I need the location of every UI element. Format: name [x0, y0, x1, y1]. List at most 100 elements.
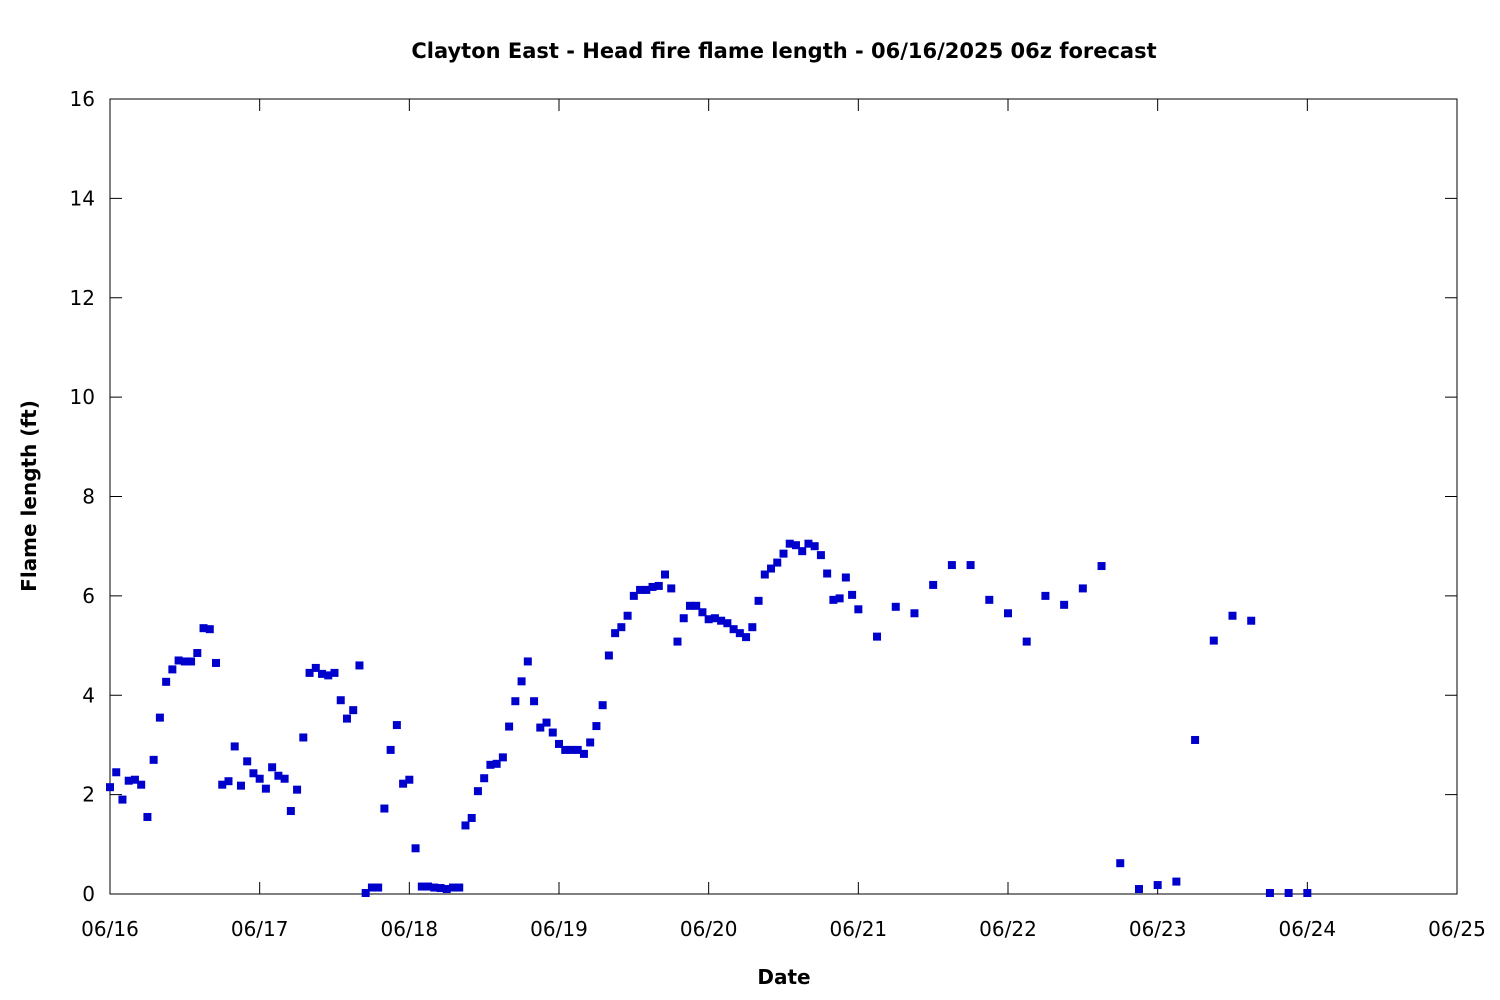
data-point: [168, 665, 177, 674]
data-point: [118, 795, 127, 804]
data-point: [274, 771, 283, 780]
data-point: [187, 657, 196, 666]
data-point: [1116, 859, 1125, 868]
data-point: [505, 722, 514, 731]
data-point: [854, 605, 863, 614]
data-point: [399, 779, 408, 788]
data-point: [573, 745, 582, 754]
data-point: [286, 807, 295, 816]
data-point: [149, 755, 158, 764]
data-point: [723, 619, 732, 628]
data-point: [318, 669, 327, 678]
data-point: [1022, 637, 1031, 646]
data-point: [212, 658, 221, 667]
data-point: [523, 657, 532, 666]
data-point: [754, 596, 763, 605]
data-point: [698, 608, 707, 617]
x-tick-label: 06/17: [231, 917, 289, 941]
data-point: [536, 723, 545, 732]
data-point: [835, 594, 844, 603]
data-point: [823, 569, 832, 578]
data-point: [530, 697, 539, 706]
data-point: [355, 661, 364, 670]
data-point: [555, 739, 563, 748]
data-point: [268, 763, 277, 772]
y-tick-label: 8: [82, 485, 95, 509]
data-point: [717, 616, 726, 625]
data-point: [205, 625, 214, 634]
x-tick-label: 06/23: [1129, 917, 1187, 941]
data-point: [492, 759, 501, 768]
y-tick-label: 10: [70, 385, 95, 409]
data-point: [910, 609, 919, 618]
data-point: [124, 776, 133, 785]
data-point: [361, 889, 370, 898]
data-point: [673, 637, 682, 646]
data-point: [735, 629, 744, 638]
data-point: [224, 777, 233, 786]
data-point: [480, 774, 489, 783]
y-tick-label: 0: [82, 882, 95, 906]
x-axis-title: Date: [757, 965, 810, 989]
data-point: [773, 558, 782, 567]
data-point: [873, 632, 882, 641]
data-point: [261, 784, 270, 793]
data-point: [305, 668, 314, 677]
data-point: [710, 614, 719, 623]
axis-ticks: [109, 98, 1458, 895]
data-point: [629, 591, 638, 600]
data-point: [779, 549, 788, 558]
data-point: [579, 749, 588, 758]
data-point: [623, 611, 632, 620]
data-point: [249, 769, 258, 778]
y-tick-label: 6: [82, 584, 95, 608]
data-point: [143, 812, 152, 821]
data-point: [561, 745, 570, 754]
data-point: [405, 775, 414, 784]
y-tick-label: 16: [70, 87, 95, 111]
data-point: [1097, 562, 1106, 571]
data-point: [106, 783, 114, 792]
data-point: [112, 768, 121, 777]
data-point: [324, 671, 333, 680]
x-tick-label: 06/25: [1428, 917, 1486, 941]
data-point: [199, 624, 208, 633]
data-point: [679, 614, 688, 623]
data-point: [654, 581, 663, 590]
tick-labels: 06/16 06/17 06/18 06/19 06/20 06/21 06/22 06/23…: [70, 87, 1486, 941]
data-point: [411, 844, 420, 853]
data-point: [442, 885, 451, 894]
data-point: [598, 701, 607, 710]
data-point: [1303, 889, 1312, 898]
data-point: [386, 745, 395, 754]
data-point: [467, 813, 476, 822]
data-point: [436, 884, 445, 893]
data-point: [424, 882, 433, 891]
data-point: [829, 595, 838, 604]
data-point: [891, 602, 900, 611]
data-point: [985, 595, 994, 604]
data-point: [349, 706, 358, 715]
data-point: [342, 714, 351, 723]
data-point: [617, 623, 626, 632]
data-point: [255, 774, 264, 783]
data-point: [155, 713, 164, 722]
data-point: [1209, 636, 1218, 645]
data-point: [293, 785, 302, 794]
data-point: [299, 733, 308, 742]
data-point: [448, 883, 457, 892]
data-point: [174, 656, 183, 665]
data-point: [810, 542, 819, 551]
data-point: [592, 722, 601, 731]
data-point: [311, 663, 320, 672]
data-point: [392, 721, 401, 730]
data-point: [685, 601, 694, 610]
y-axis-title: Flame length (ft): [17, 400, 41, 592]
data-point: [473, 787, 482, 796]
data-point: [330, 668, 339, 677]
data-point: [417, 882, 426, 891]
data-point: [767, 564, 776, 573]
data-point: [841, 573, 850, 582]
data-point: [804, 539, 813, 548]
